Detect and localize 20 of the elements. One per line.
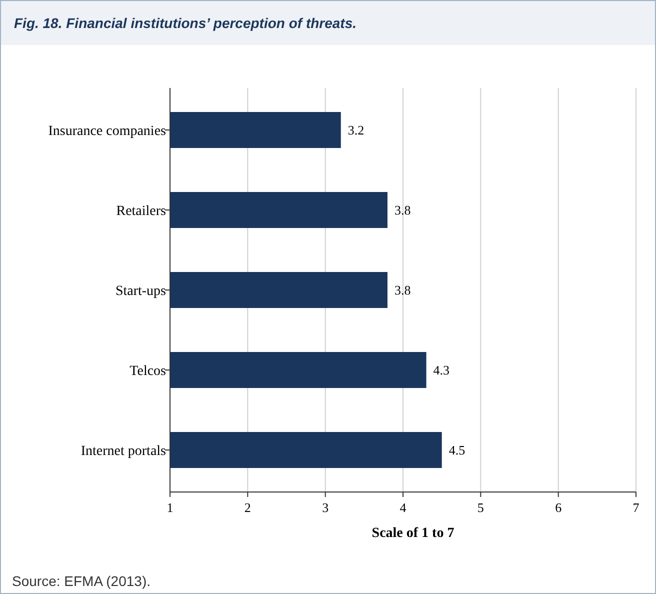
data-label: 4.5 bbox=[448, 442, 466, 458]
x-tick-label: 3 bbox=[322, 500, 329, 515]
x-tick-label: 2 bbox=[244, 500, 251, 515]
y-tick-label: Telcos bbox=[130, 364, 166, 379]
x-axis-title: Scale of 1 to 7 bbox=[372, 526, 454, 541]
x-tick-label: 1 bbox=[166, 500, 174, 515]
y-tick-label: Insurance companies bbox=[48, 124, 166, 139]
y-tick-label: Start-ups bbox=[115, 284, 166, 299]
y-tick-label: Internet portals bbox=[80, 444, 166, 459]
x-tick-label: 5 bbox=[477, 500, 484, 515]
source-note: Source: EFMA (2013). bbox=[12, 573, 151, 589]
data-label: 3.8 bbox=[394, 282, 411, 298]
chart-title: Fig. 18. Financial institutions’ perception of threats. bbox=[14, 15, 357, 31]
y-tick-label: Retailers bbox=[116, 204, 166, 219]
data-label: 3.8 bbox=[394, 202, 411, 218]
x-tick-label: 6 bbox=[555, 500, 562, 515]
x-tick-label: 4 bbox=[400, 500, 407, 515]
data-label: 3.2 bbox=[348, 122, 364, 138]
data-label: 4.3 bbox=[433, 362, 450, 378]
x-tick-label: 7 bbox=[632, 500, 640, 515]
